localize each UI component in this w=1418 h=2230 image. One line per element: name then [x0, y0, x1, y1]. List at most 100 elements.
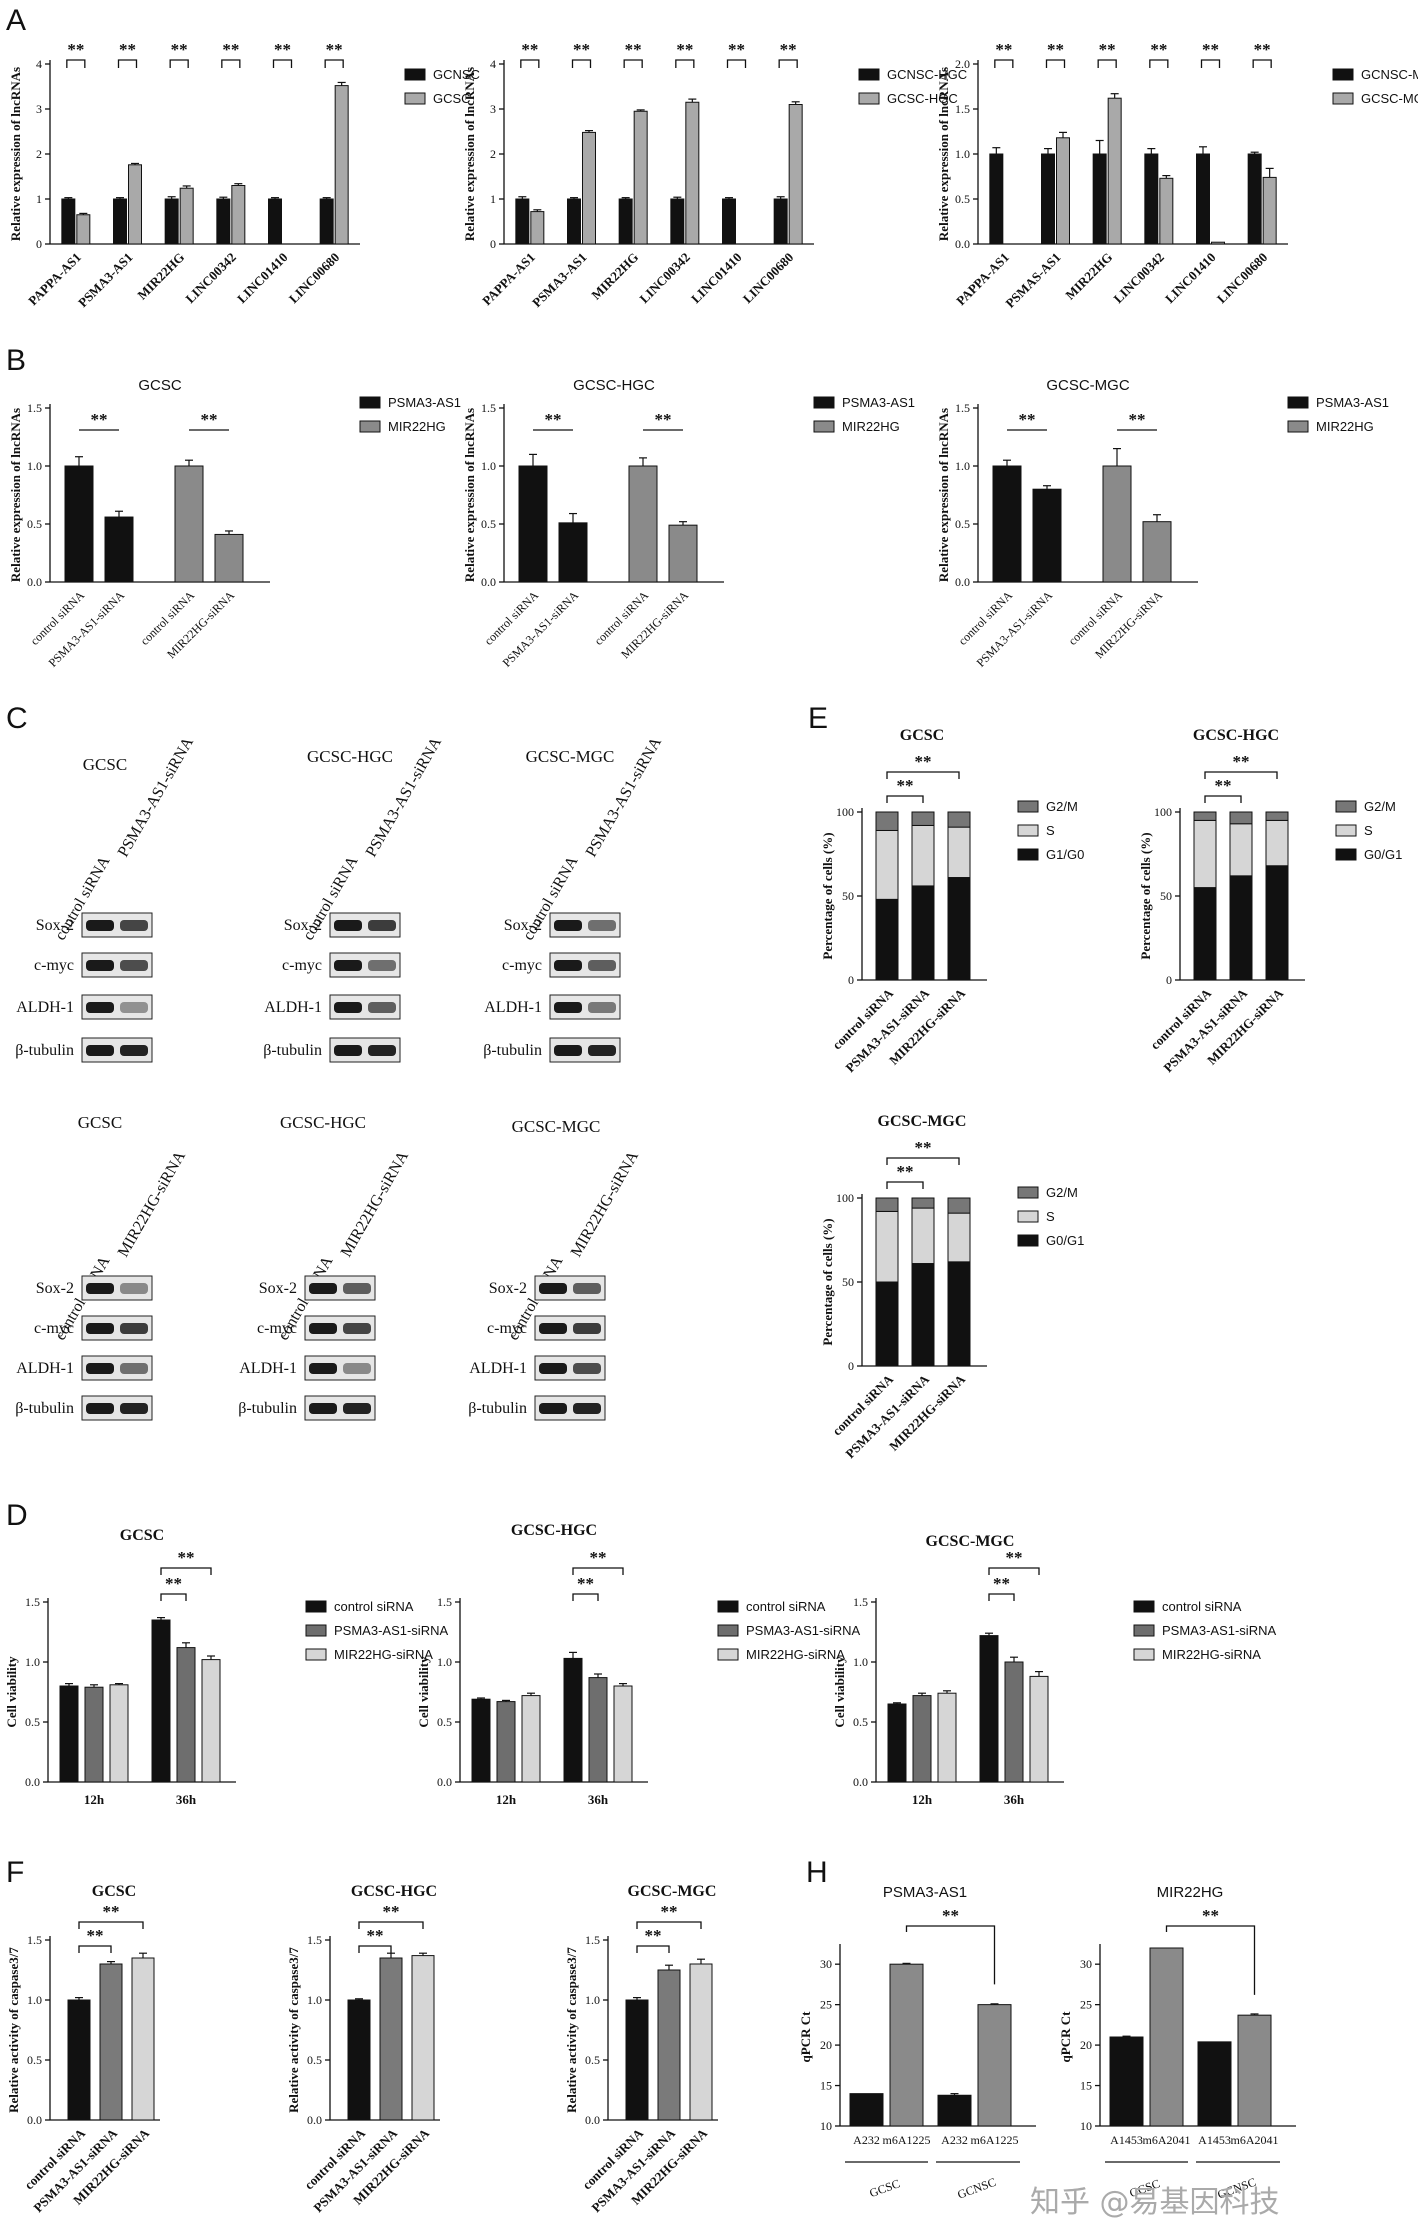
blot-band — [334, 1002, 362, 1013]
y-tick-label: 0 — [490, 237, 496, 251]
y-tick-label: 15 — [820, 2079, 832, 2093]
significance-bracket — [675, 59, 695, 68]
stacked-segment-G1/G0 — [875, 898, 899, 981]
significance-bracket — [358, 1945, 392, 1953]
bar-GCNSC-MGC — [1144, 153, 1159, 245]
x-tick-label: LINC01410 — [234, 250, 291, 307]
bar-GCSC-HGC — [582, 131, 596, 245]
bar-PSMA3-AS1-siRNA — [1004, 1661, 1024, 1783]
blot-row-label: c-myc — [34, 1320, 74, 1337]
bar — [99, 1963, 123, 2121]
blot-band — [343, 1323, 371, 1334]
x-tick-label: 12h — [84, 1792, 105, 1807]
y-tick-label: 0 — [1166, 973, 1172, 987]
x-tick-label: PSMA3-AS1 — [75, 250, 136, 311]
legend-swatch — [813, 420, 835, 433]
legend-swatch — [305, 1624, 327, 1637]
blot-row-label: ALDH-1 — [264, 999, 322, 1016]
legend-swatch — [858, 92, 880, 105]
stacked-segment-G2/M — [875, 1197, 899, 1212]
legend-label: G1/G0 — [1046, 847, 1084, 862]
bar-control siRNA — [887, 1703, 907, 1783]
y-tick-label: 100 — [836, 805, 854, 819]
significance-label: ** — [993, 1574, 1010, 1593]
significance-label: ** — [178, 1548, 195, 1567]
chart-title: GCSC-MGC — [1046, 377, 1129, 394]
significance-label: ** — [676, 40, 693, 59]
blot-row-label: β-tubulin — [15, 1400, 74, 1417]
blot-band — [368, 1002, 396, 1013]
legend-label: GCSC-MGC — [1361, 91, 1418, 106]
y-tick-label: 1.0 — [25, 1655, 40, 1669]
significance-label: ** — [942, 1906, 959, 1925]
y-tick-label: 1.0 — [307, 1993, 322, 2007]
significance-bracket — [1252, 59, 1272, 68]
bar-control siRNA — [471, 1698, 491, 1783]
bar-GCNSC-MGC — [1041, 153, 1055, 245]
bar-GCSC — [231, 185, 246, 245]
blot-band — [86, 1323, 114, 1334]
significance-label: ** — [171, 40, 188, 59]
bar-GCSC-MGC — [1056, 137, 1070, 245]
significance-bracket — [988, 1593, 1015, 1601]
y-tick-label: 0.0 — [481, 575, 496, 589]
legend-label: control siRNA — [334, 1599, 414, 1614]
blot-band — [588, 920, 616, 931]
x-tick-label: m6A2041 — [1231, 2133, 1279, 2147]
legend-label: G2/M — [1046, 1185, 1078, 1200]
y-tick-label: 100 — [1154, 805, 1172, 819]
bar-MIR22HG-siRNA — [201, 1659, 221, 1783]
y-axis-label: Relative expression of lncRNAs — [8, 67, 23, 241]
x-tick-label: PSMA3-AS1-siRNA — [46, 588, 128, 670]
blot-band — [120, 1283, 148, 1294]
blot-band — [368, 960, 396, 971]
stacked-segment-S — [911, 1207, 935, 1265]
bar-control siRNA — [59, 1685, 79, 1783]
legend-label: MIR22HG — [842, 419, 900, 434]
blot-row-label: β-tubulin — [483, 1042, 542, 1059]
legend-label: MIR22HG — [388, 419, 446, 434]
y-tick-label: 1.0 — [27, 1993, 42, 2007]
y-tick-label: 0.0 — [27, 575, 42, 589]
significance-bracket — [886, 771, 960, 779]
blot-band — [343, 1283, 371, 1294]
y-tick-label: 30 — [1080, 1957, 1092, 1971]
y-axis-label: Percentage of cells (%) — [1138, 832, 1153, 959]
bar-GCNSC — [113, 198, 127, 245]
legend-swatch — [1017, 800, 1039, 813]
chart-title: GCSC-MGC — [628, 1883, 717, 1900]
bar — [1102, 465, 1132, 583]
significance-bracket — [78, 1945, 112, 1953]
y-axis-label: Percentage of cells (%) — [820, 832, 835, 959]
significance-label: ** — [383, 1902, 400, 1921]
y-tick-label: 25 — [820, 1998, 832, 2012]
y-tick-label: 0.0 — [585, 2113, 600, 2127]
significance-label: ** — [625, 40, 642, 59]
significance-label: ** — [165, 1574, 182, 1593]
significance-label: ** — [1047, 40, 1064, 59]
blot-band — [334, 960, 362, 971]
bar — [937, 2094, 972, 2127]
blot-band — [309, 1283, 337, 1294]
blot-band — [588, 960, 616, 971]
x-tick-label: LINC00680 — [286, 250, 343, 307]
significance-label: ** — [1006, 1548, 1023, 1567]
y-tick-label: 0.0 — [27, 2113, 42, 2127]
blot-row-label: ALDH-1 — [469, 1360, 527, 1377]
bar-control siRNA — [979, 1635, 999, 1783]
significance-label: ** — [590, 1548, 607, 1567]
bar — [668, 524, 698, 583]
y-axis-label: Relative expression of lncRNAs — [936, 67, 951, 241]
blot-band — [539, 1363, 567, 1374]
x-tick-label: MIR22HG-siRNA — [618, 588, 691, 661]
y-tick-label: 25 — [1080, 1998, 1092, 2012]
y-tick-label: 1.5 — [27, 401, 42, 415]
blot-row-label: c-myc — [282, 957, 322, 974]
significance-label: ** — [915, 1138, 932, 1157]
legend-label: control siRNA — [746, 1599, 826, 1614]
y-tick-label: 0 — [848, 1359, 854, 1373]
y-tick-label: 0.0 — [307, 2113, 322, 2127]
legend-swatch — [1017, 1186, 1039, 1199]
y-tick-label: 1.5 — [853, 1595, 868, 1609]
